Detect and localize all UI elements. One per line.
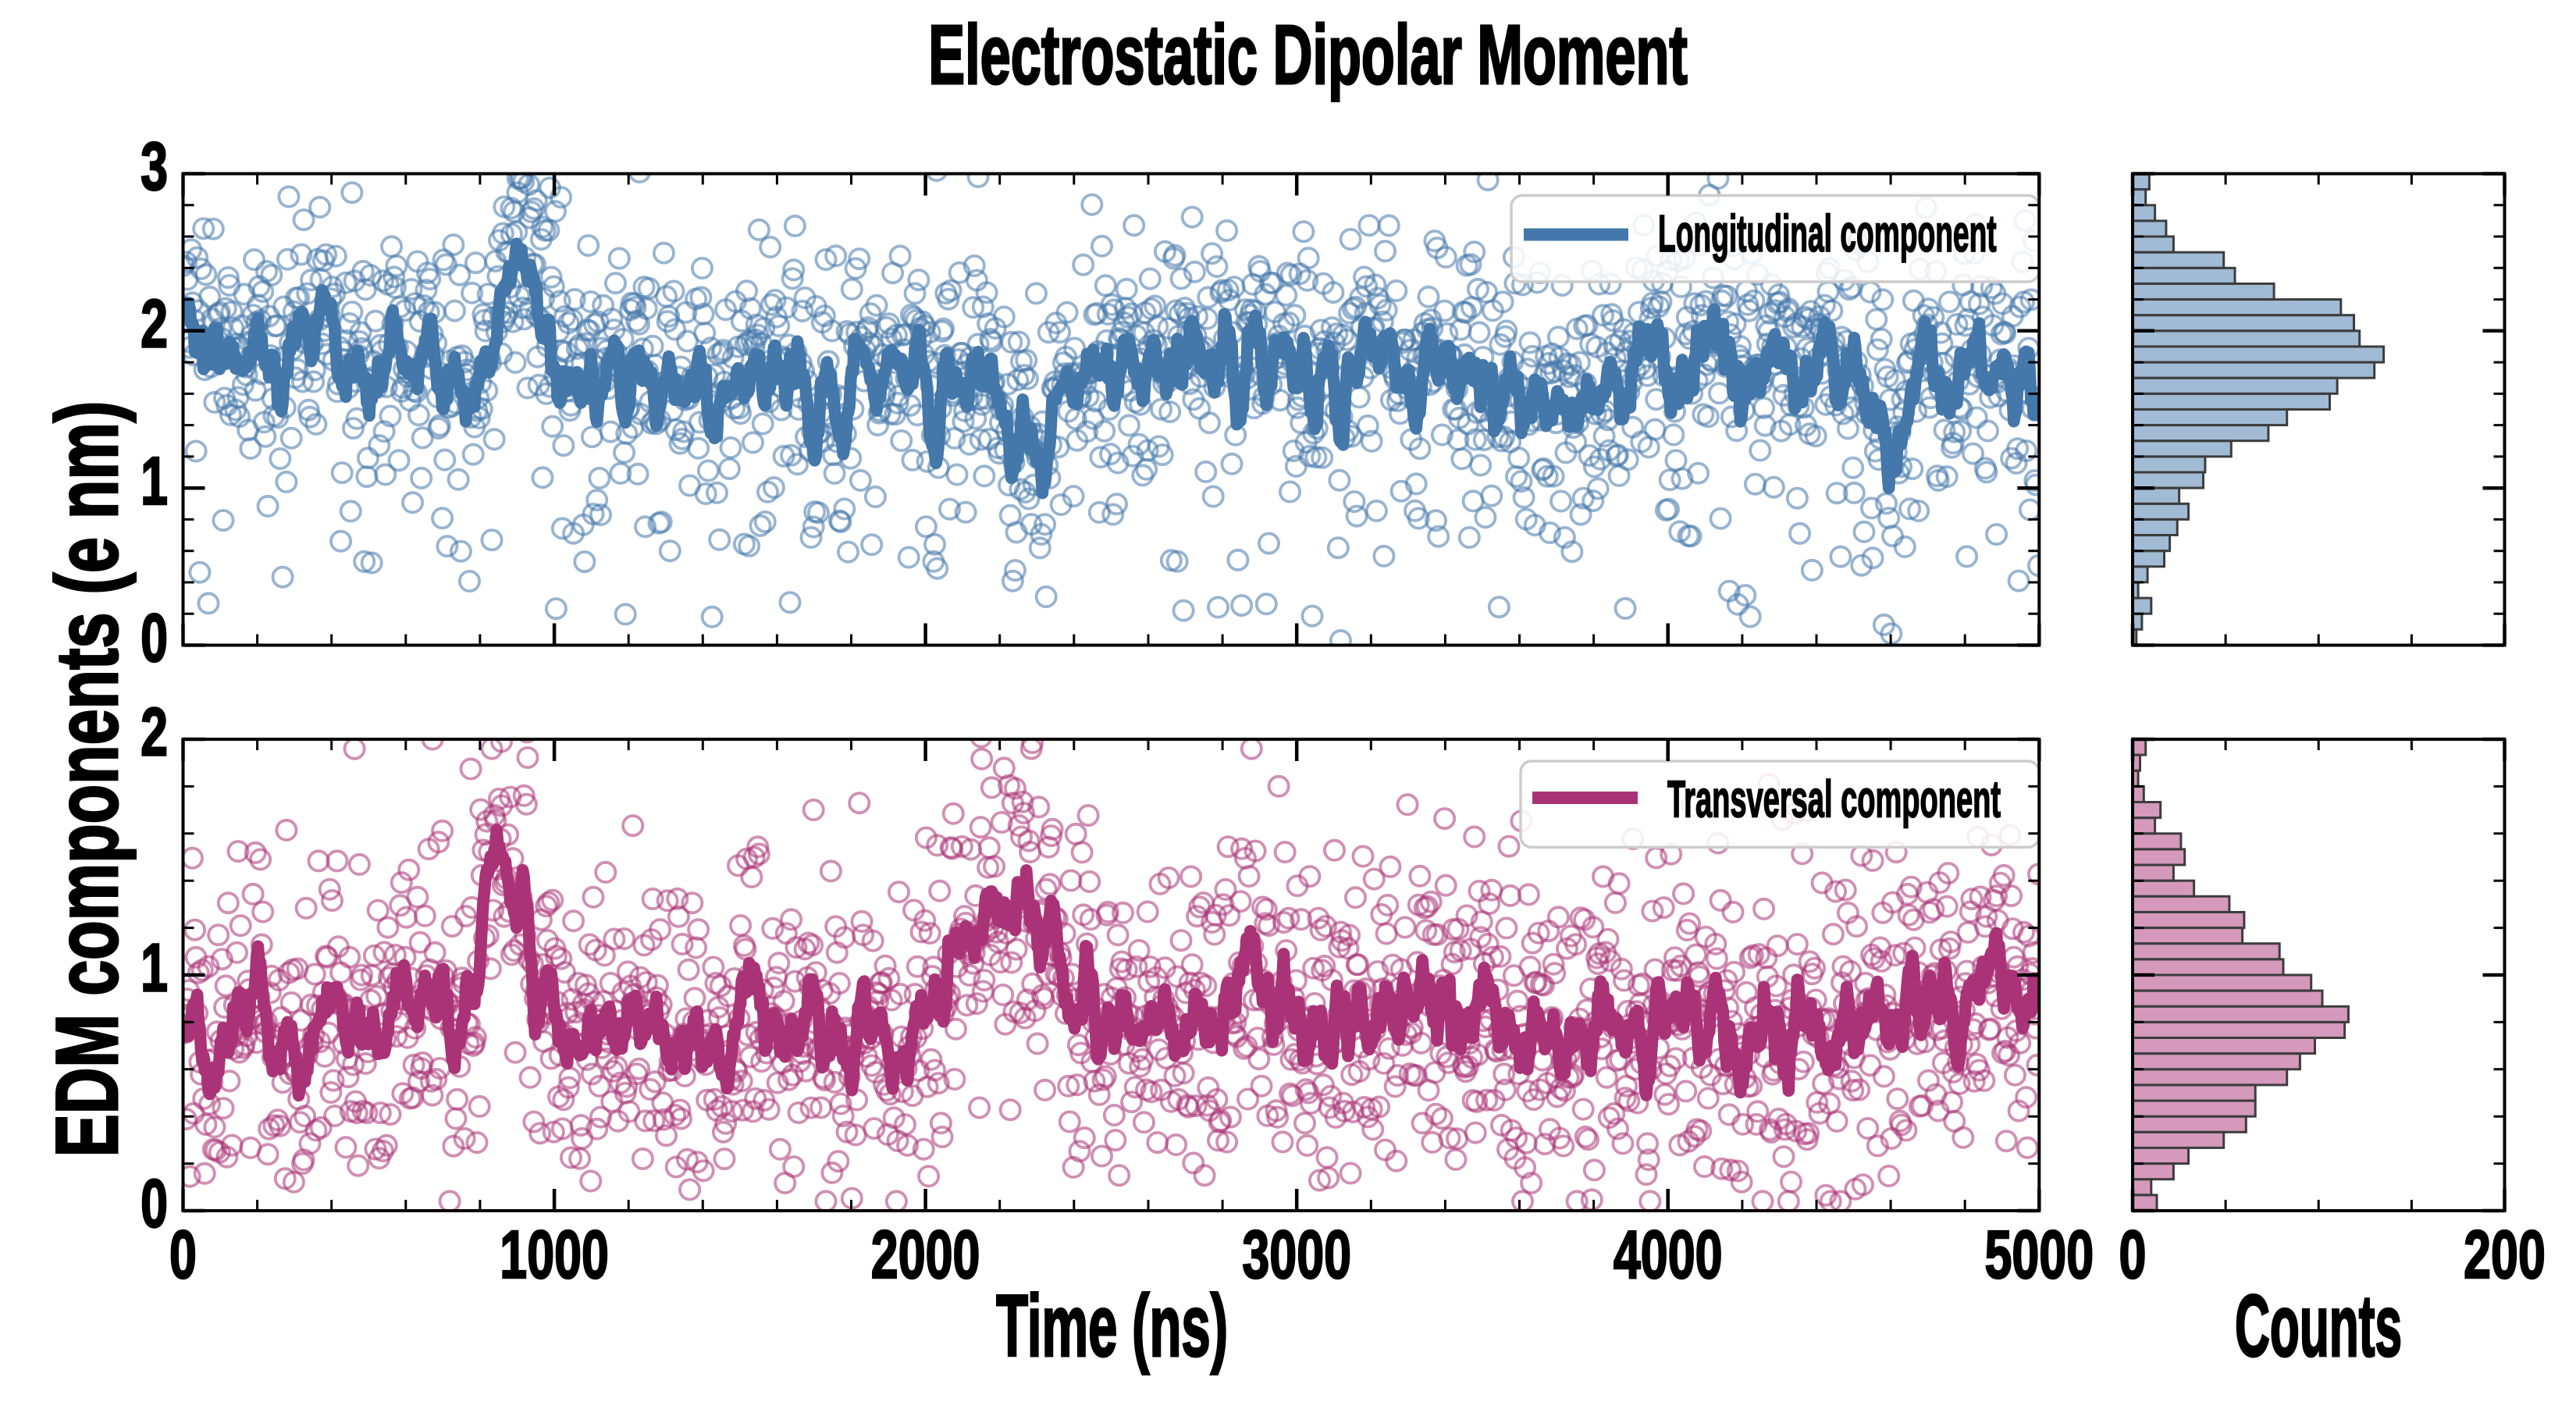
svg-text:2: 2 xyxy=(141,286,168,362)
svg-text:4000: 4000 xyxy=(1614,1217,1723,1293)
svg-text:1000: 1000 xyxy=(500,1217,609,1293)
svg-text:200: 200 xyxy=(2464,1217,2546,1293)
svg-text:3000: 3000 xyxy=(1242,1217,1351,1293)
svg-text:Longitudinal component: Longitudinal component xyxy=(1658,205,1997,262)
svg-text:1: 1 xyxy=(141,930,168,1007)
svg-text:Time (ns): Time (ns) xyxy=(996,1276,1228,1375)
svg-text:0: 0 xyxy=(141,600,168,677)
svg-text:0: 0 xyxy=(169,1217,197,1293)
svg-text:1: 1 xyxy=(141,443,168,520)
svg-text:3: 3 xyxy=(141,129,168,205)
svg-text:5000: 5000 xyxy=(1984,1217,2094,1293)
svg-text:0: 0 xyxy=(141,1166,168,1243)
svg-text:Transversal component: Transversal component xyxy=(1667,770,2001,828)
svg-text:0: 0 xyxy=(2119,1217,2147,1293)
svg-text:2: 2 xyxy=(141,695,168,771)
svg-text:2000: 2000 xyxy=(871,1217,980,1293)
svg-text:EDM components (e nm): EDM components (e nm) xyxy=(38,401,136,1158)
svg-text:Counts: Counts xyxy=(2235,1278,2402,1375)
svg-text:Electrostatic Dipolar Moment: Electrostatic Dipolar Moment xyxy=(928,9,1688,102)
